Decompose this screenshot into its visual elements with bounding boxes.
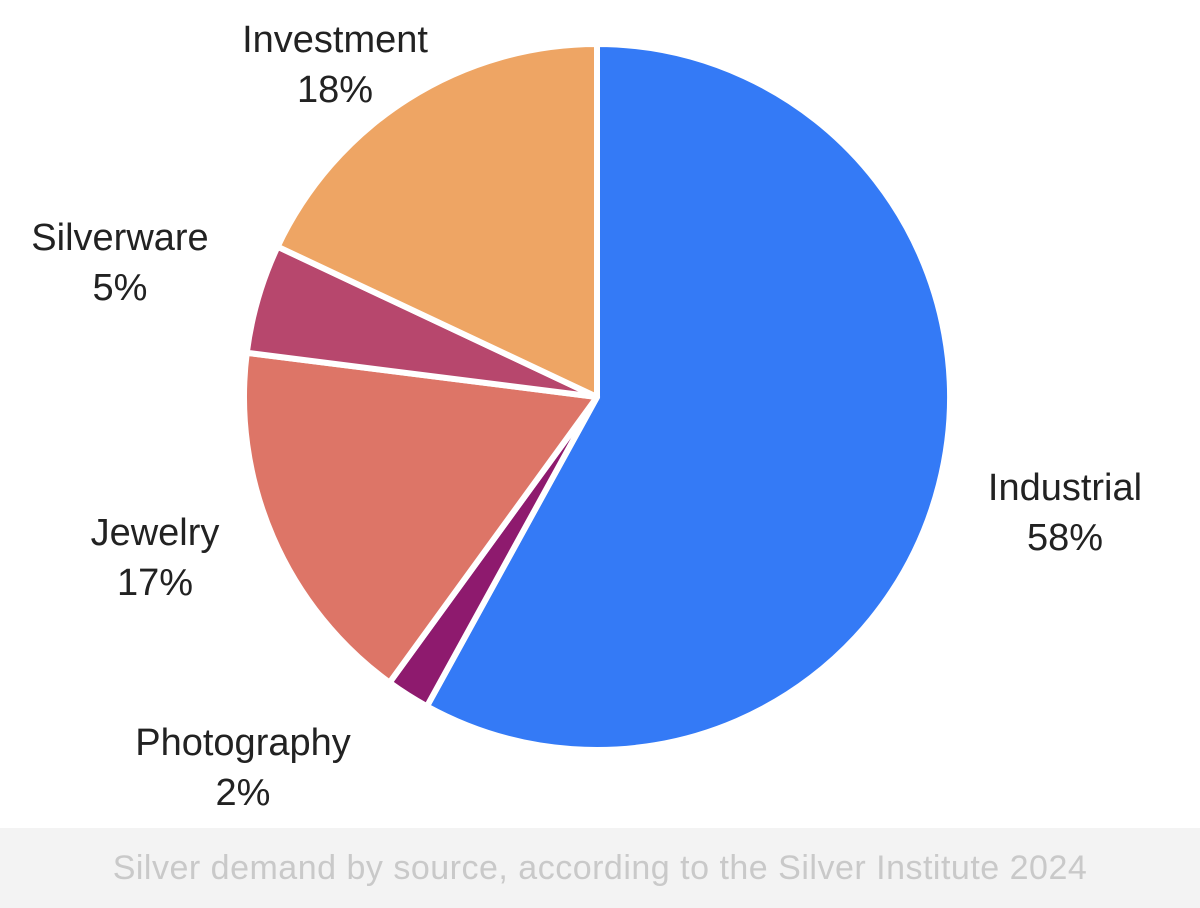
pie-slice-jewelry: [240, 349, 600, 686]
pie-chart: Industrial 58% Photography 2% Jewelry 17% Silv…: [31, 19, 1142, 814]
slice-label-jewelry: Jewelry: [91, 512, 220, 554]
pie-labels: Industrial 58% Photography 2% Jewelry 17% Silv…: [31, 19, 1142, 814]
slice-label-photography: Photography: [135, 722, 351, 764]
pie-slices: [240, 41, 953, 753]
pie-slice-investment: [274, 41, 600, 400]
slice-label-investment: Investment: [242, 19, 428, 61]
slice-value-industrial: 58%: [1027, 517, 1103, 559]
caption-bar: Silver demand by source, according to th…: [0, 828, 1200, 908]
slice-value-silverware: 5%: [93, 267, 148, 309]
slice-label-industrial: Industrial: [988, 467, 1142, 509]
slice-value-photography: 2%: [216, 772, 271, 814]
slice-value-investment: 18%: [297, 69, 373, 111]
slice-label-silverware: Silverware: [31, 217, 208, 259]
chart-caption: Silver demand by source, according to th…: [112, 848, 1088, 887]
slice-value-jewelry: 17%: [117, 562, 193, 604]
pie-slice-industrial: [423, 41, 953, 753]
